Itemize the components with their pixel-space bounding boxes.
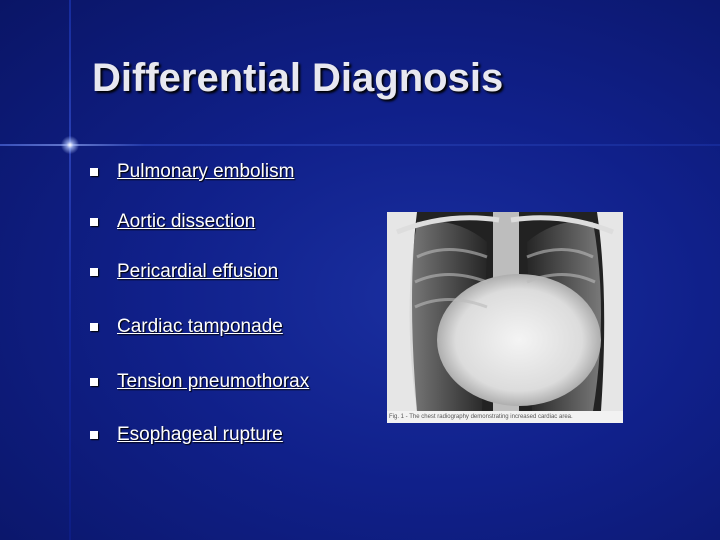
bullet-text[interactable]: Aortic dissection xyxy=(117,211,256,232)
bullet-text[interactable]: Cardiac tamponade xyxy=(117,316,283,337)
decor-star xyxy=(60,135,80,155)
bullet-marker xyxy=(90,430,98,439)
decor-line xyxy=(0,144,720,146)
image-caption: Fig. 1 - The chest radiography demonstra… xyxy=(387,411,623,423)
bullet-text[interactable]: Esophageal rupture xyxy=(117,424,283,445)
bullet-marker xyxy=(90,377,98,386)
bullet-item: Pulmonary embolism xyxy=(90,161,294,185)
bullet-item: Tension pneumothorax xyxy=(90,371,309,395)
bullet-marker xyxy=(90,322,98,331)
xray-drawing xyxy=(387,212,623,411)
bullet-text[interactable]: Pulmonary embolism xyxy=(117,161,295,182)
bullet-marker xyxy=(90,167,98,176)
bullet-item: Esophageal rupture xyxy=(90,424,283,448)
bullet-item: Aortic dissection xyxy=(90,211,255,235)
slide-title: Differential Diagnosis xyxy=(92,56,504,100)
bullet-text[interactable]: Pericardial effusion xyxy=(117,261,279,282)
bullet-text[interactable]: Tension pneumothorax xyxy=(117,371,310,392)
decor-line xyxy=(69,0,71,540)
xray-image: Fig. 1 - The chest radiography demonstra… xyxy=(387,212,623,423)
bullet-item: Pericardial effusion xyxy=(90,261,278,285)
bullet-item: Cardiac tamponade xyxy=(90,316,283,340)
bullet-marker xyxy=(90,217,98,226)
bullet-marker xyxy=(90,267,98,276)
